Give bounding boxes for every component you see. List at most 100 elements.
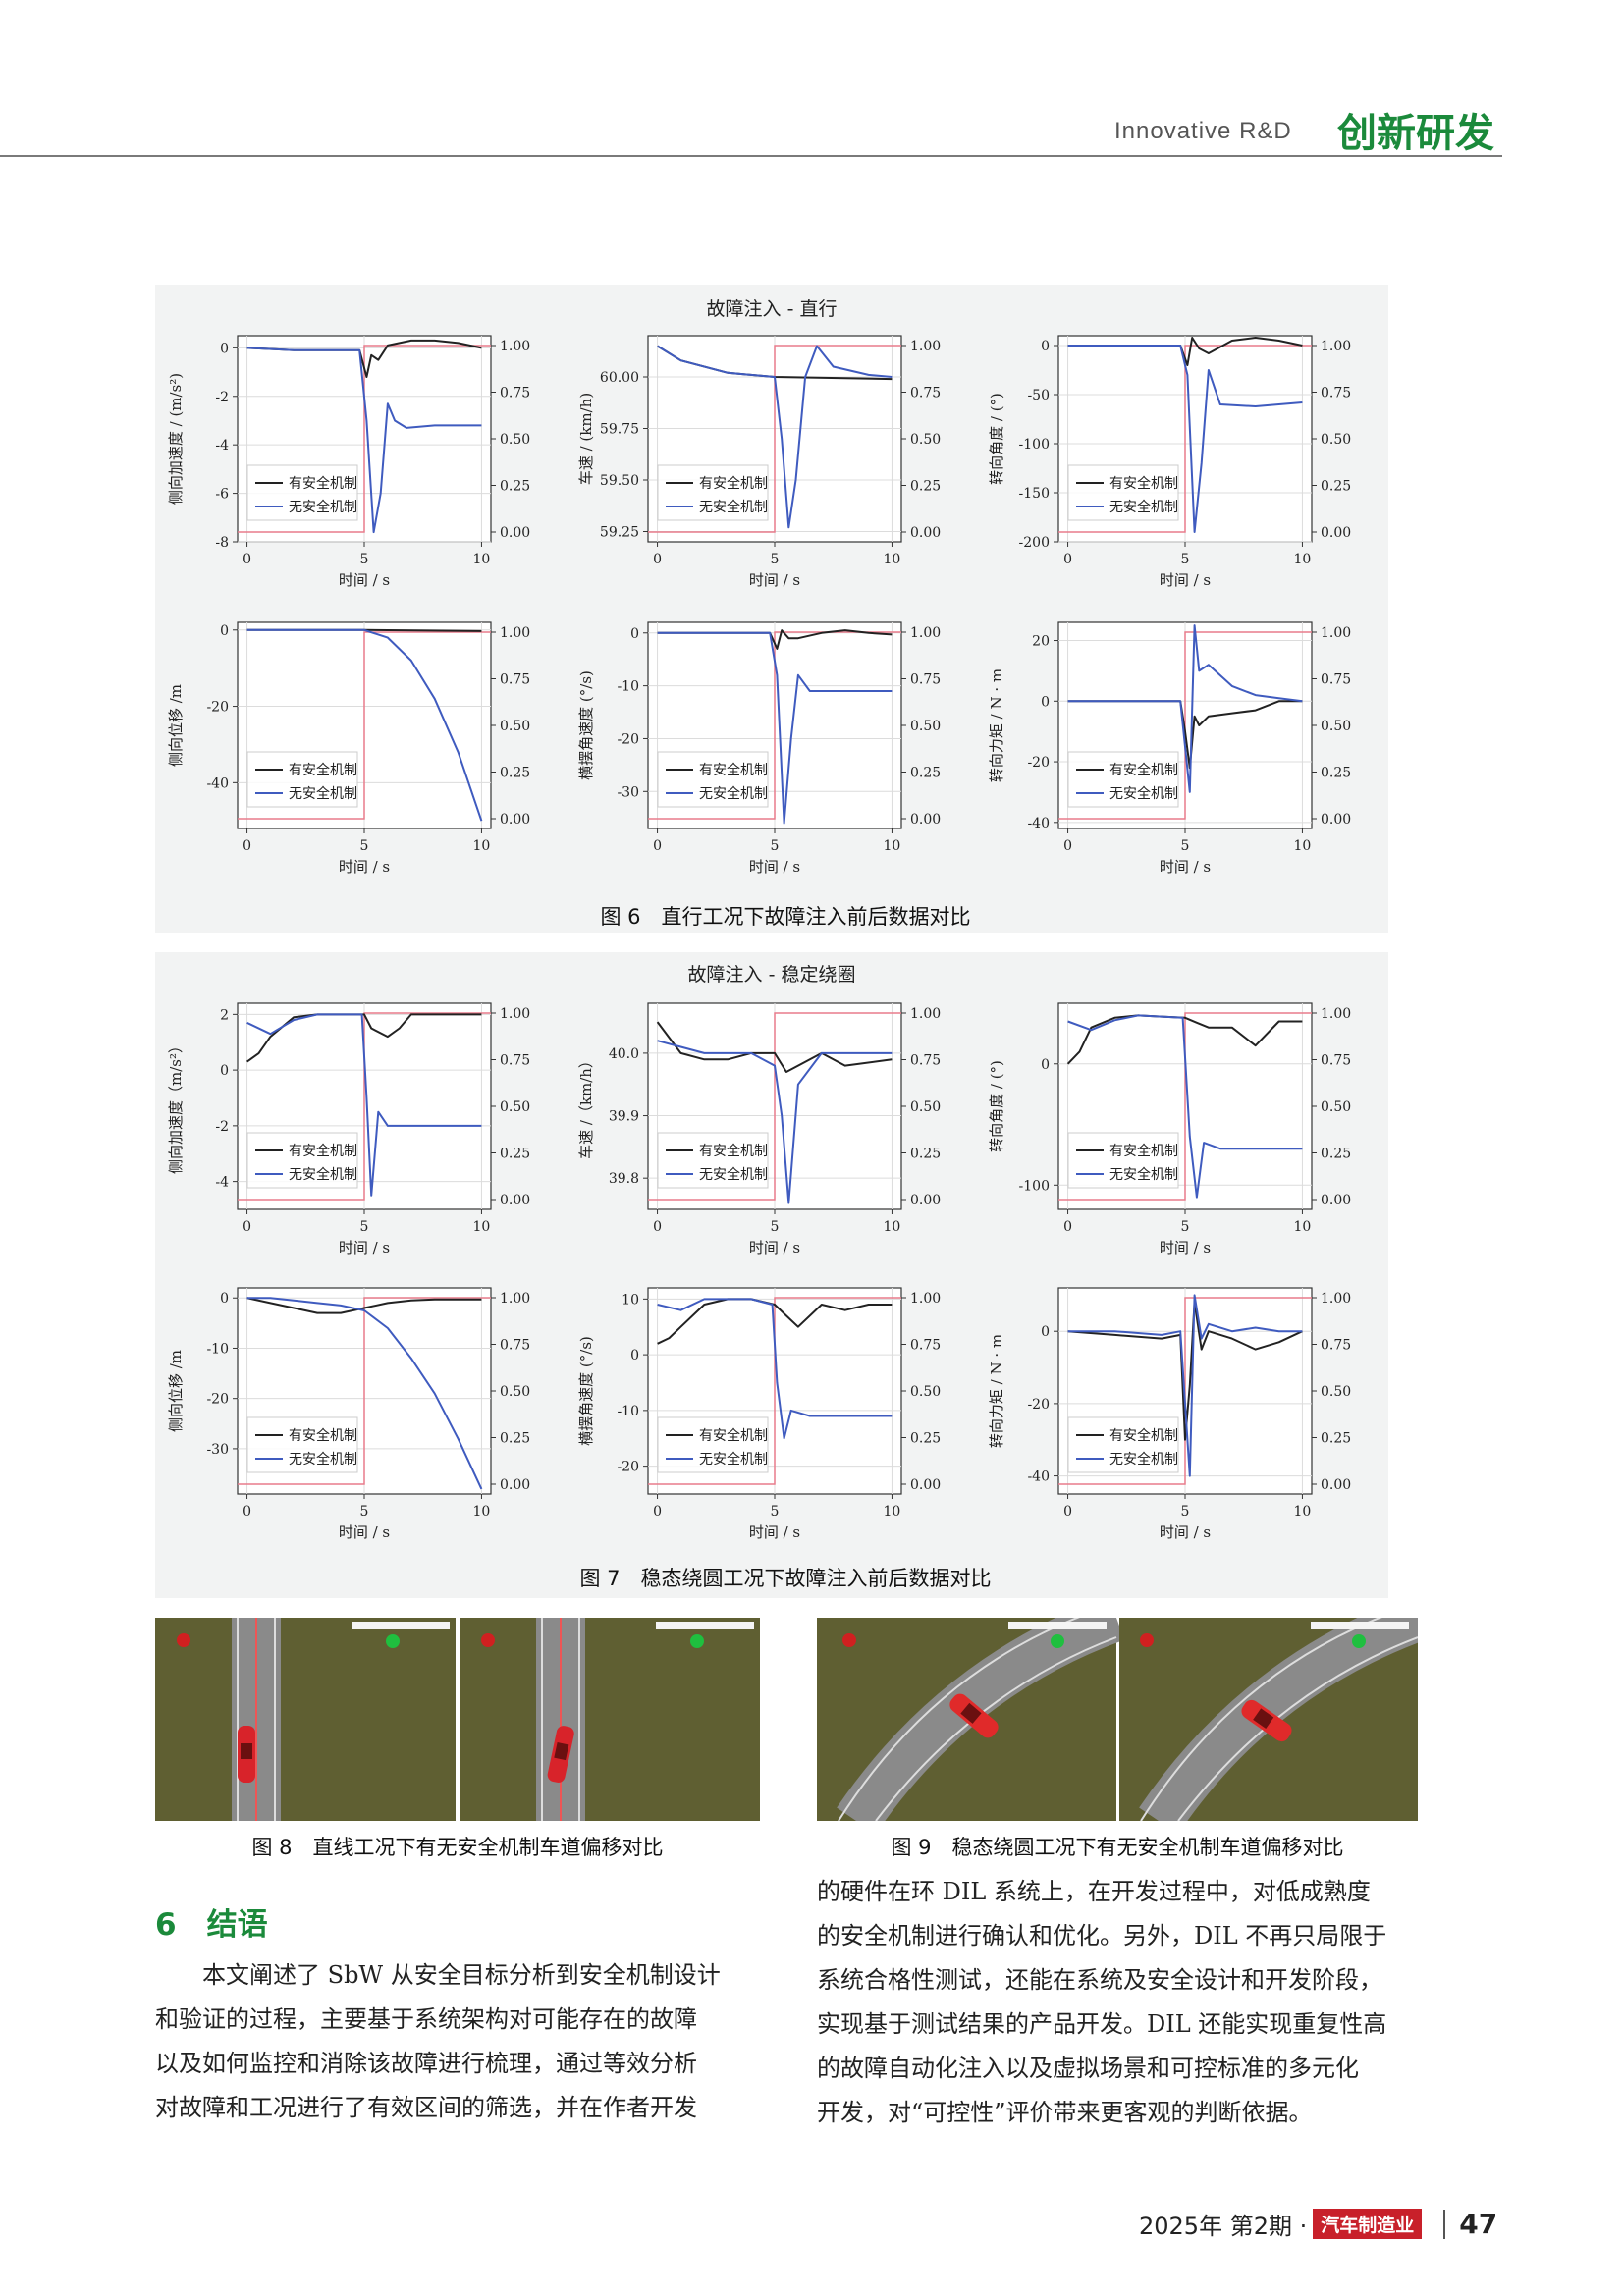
body-line: 的故障自动化注入以及虚拟场景和可控标准的多元化 bbox=[817, 2055, 1359, 2082]
figure-9-left-frame bbox=[817, 1618, 1125, 1821]
legend-label: 无安全机制 bbox=[1109, 1451, 1178, 1468]
y2-tick-label: 1.00 bbox=[500, 1006, 530, 1022]
legend bbox=[657, 1132, 769, 1189]
legend-label: 有安全机制 bbox=[699, 475, 768, 492]
y2-tick-label: 0.75 bbox=[1321, 1338, 1351, 1354]
chart-f6-steer-torque: 20 0 -20 -40 0 5 10 0.00 0.25 0.50 0.75 1.00 有安全机制无安… bbox=[988, 621, 1351, 876]
legend-label: 有安全机制 bbox=[699, 1427, 768, 1444]
legend bbox=[246, 1132, 358, 1189]
y-axis-label: 车速 /（km/h） bbox=[577, 1053, 595, 1159]
y-tick-label: 0 bbox=[630, 626, 639, 642]
y-tick-label: 0 bbox=[220, 1291, 229, 1307]
series-line-without bbox=[246, 628, 483, 822]
figure-6-caption: 图 6 直行工况下故障注入前后数据对比 bbox=[600, 905, 971, 929]
legend bbox=[1067, 1132, 1179, 1189]
fault-injection-step bbox=[648, 631, 901, 820]
fault-injection-step bbox=[1058, 345, 1312, 533]
series-line-with bbox=[657, 629, 893, 650]
y2-tick-label: 0.75 bbox=[910, 1338, 941, 1354]
x-tick-label: 5 bbox=[360, 552, 369, 567]
series-line-with bbox=[657, 1298, 893, 1345]
y2-tick-label: 0.50 bbox=[1321, 1384, 1351, 1400]
body-line: 系统合格性测试，还能在系统及安全设计和开发阶段， bbox=[817, 1966, 1382, 1994]
y2-tick-label: 0.00 bbox=[910, 1477, 941, 1493]
chart-f6-yaw-rate: 0 -10 -20 -30 0 5 10 0.00 0.25 0.50 0.75 1.00 有安全机制无… bbox=[577, 621, 941, 876]
y-axis-label: 横摆角速度 (°/s) bbox=[577, 1336, 595, 1446]
y2-tick-label: 0.25 bbox=[910, 1431, 941, 1447]
y2-tick-label: 0.50 bbox=[500, 1384, 530, 1400]
header-english: Innovative R&D bbox=[1114, 118, 1292, 144]
x-axis-label: 时间 / s bbox=[339, 858, 390, 876]
series-line-without bbox=[1067, 1294, 1303, 1477]
y-tick-label: 40.0 bbox=[609, 1046, 639, 1062]
x-tick-label: 0 bbox=[1063, 1219, 1072, 1235]
y-axis-label: 侧向加速度（m/s²） bbox=[167, 1039, 185, 1174]
x-axis-label: 时间 / s bbox=[749, 1523, 800, 1541]
legend-label: 无安全机制 bbox=[699, 1166, 768, 1183]
y2-tick-label: 0.50 bbox=[500, 432, 530, 448]
body-line: 实现基于测试结果的产品开发。DIL 还能实现重复性高 bbox=[817, 2010, 1387, 2038]
x-tick-label: 10 bbox=[1294, 552, 1312, 567]
body-line: 对故障和工况进行了有效区间的筛选，并在作者开发 bbox=[155, 2094, 697, 2121]
y-tick-label: -20 bbox=[617, 731, 639, 747]
y-tick-label: -4 bbox=[215, 438, 229, 454]
section-title: 6 结语 bbox=[155, 1907, 268, 1943]
y2-tick-label: 0.75 bbox=[910, 386, 941, 401]
y2-tick-label: 0.00 bbox=[500, 812, 530, 828]
figure-6-title: 故障注入 - 直行 bbox=[706, 298, 838, 320]
y2-tick-label: 0.25 bbox=[910, 479, 941, 495]
y-tick-label: -100 bbox=[1019, 437, 1050, 453]
x-axis-label: 时间 / s bbox=[1160, 858, 1211, 876]
fault-injection-step bbox=[1058, 1012, 1312, 1201]
y-tick-label: -20 bbox=[617, 1460, 639, 1475]
legend-label: 无安全机制 bbox=[1109, 499, 1178, 515]
y2-tick-label: 0.00 bbox=[910, 812, 941, 828]
chart-f7-lateral-accel: 2 0 -2 -4 0 5 10 0.00 0.25 0.50 0.75 1.00 有安全机制无安全机制… bbox=[167, 1002, 530, 1256]
y-axis-label: 转向力矩 / N · m bbox=[988, 1334, 1005, 1448]
legend bbox=[1067, 1416, 1179, 1473]
series-line-with bbox=[246, 1013, 482, 1063]
x-axis-label: 时间 / s bbox=[339, 1523, 390, 1541]
y2-tick-label: 0.25 bbox=[1321, 479, 1351, 495]
series-line-with bbox=[1067, 700, 1303, 770]
y-tick-label: 0 bbox=[220, 623, 229, 639]
y2-tick-label: 0.50 bbox=[910, 1384, 941, 1400]
y-axis-label: 转向角度 / (°) bbox=[988, 393, 1005, 485]
legend-label: 有安全机制 bbox=[289, 1427, 357, 1444]
y2-tick-label: 1.00 bbox=[500, 339, 530, 354]
x-tick-label: 0 bbox=[243, 1219, 251, 1235]
fault-injection-step bbox=[648, 1297, 901, 1485]
body-line: 的硬件在环 DIL 系统上，在开发过程中，对低成熟度 bbox=[817, 1878, 1371, 1905]
y2-tick-label: 1.00 bbox=[910, 1291, 941, 1307]
y2-tick-label: 0.75 bbox=[910, 1053, 941, 1069]
y-axis-label: 转向角度 / (°) bbox=[988, 1060, 1005, 1152]
x-tick-label: 0 bbox=[1063, 552, 1072, 567]
y-tick-label: -20 bbox=[1027, 755, 1050, 771]
y2-tick-label: 1.00 bbox=[1321, 625, 1351, 641]
y-tick-label: -6 bbox=[215, 487, 229, 503]
y2-tick-label: 0.00 bbox=[500, 525, 530, 541]
y-tick-label: -10 bbox=[617, 679, 639, 695]
legend bbox=[657, 464, 769, 521]
x-tick-label: 10 bbox=[1294, 1219, 1312, 1235]
y-axis-label: 转向力矩 / N · m bbox=[988, 668, 1005, 782]
legend-label: 有安全机制 bbox=[289, 475, 357, 492]
y2-tick-label: 0.75 bbox=[1321, 672, 1351, 688]
x-tick-label: 5 bbox=[360, 838, 369, 854]
y-tick-label: 59.50 bbox=[600, 473, 639, 489]
chart-f7-speed: 40.0 39.9 39.8 0 5 10 0.00 0.25 0.50 0.75 1.00 有安全机… bbox=[577, 1002, 941, 1256]
y2-tick-label: 1.00 bbox=[1321, 1291, 1351, 1307]
series-line-with bbox=[246, 1297, 482, 1314]
y2-tick-label: 0.50 bbox=[1321, 432, 1351, 448]
y2-tick-label: 0.25 bbox=[500, 1431, 530, 1447]
y-tick-label: 0 bbox=[1041, 1324, 1050, 1340]
chart-f7-yaw-rate: 10 0 -10 -20 0 5 10 0.00 0.25 0.50 0.75 1.00 有安全机制无安… bbox=[577, 1287, 941, 1541]
series-line-without bbox=[657, 1040, 893, 1204]
y-tick-label: -150 bbox=[1019, 486, 1050, 502]
y2-tick-label: 0.75 bbox=[910, 672, 941, 688]
y-axis-label: 侧向加速度 / (m/s²) bbox=[167, 373, 185, 505]
y2-tick-label: 1.00 bbox=[910, 339, 941, 354]
y-tick-label: -8 bbox=[215, 535, 229, 551]
x-tick-label: 5 bbox=[771, 1504, 780, 1520]
series-line-with bbox=[656, 1021, 893, 1073]
